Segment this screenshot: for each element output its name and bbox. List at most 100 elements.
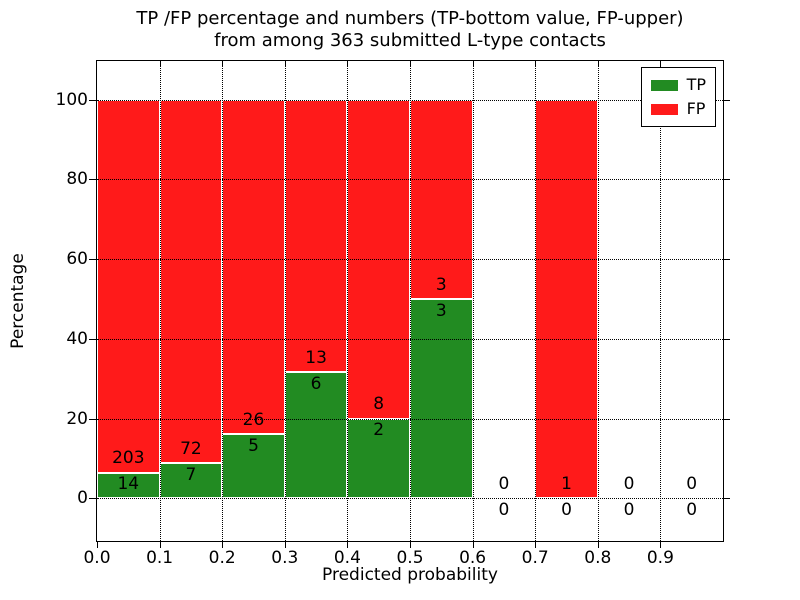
tp-count-label: 0 — [623, 499, 635, 520]
fp-count-label: 13 — [305, 347, 327, 368]
x-tick-mark — [472, 541, 474, 548]
tp-count-label: 5 — [248, 435, 259, 456]
y-tick-mark — [723, 179, 730, 181]
x-tick-mark — [597, 541, 599, 548]
y-tick-label: 20 — [66, 408, 88, 429]
tp-bar-segment — [159, 463, 223, 499]
y-tick-mark — [89, 259, 96, 261]
x-gridline — [284, 61, 286, 541]
fp-count-label: 0 — [623, 473, 635, 494]
fp-bar-segment — [97, 99, 160, 473]
x-gridline — [535, 61, 537, 541]
x-tick-mark — [347, 61, 349, 67]
tp-legend-label: TP — [686, 75, 706, 94]
tp-count-label: 3 — [435, 300, 447, 321]
tp-count-label: 0 — [686, 499, 698, 520]
fp-bar-segment — [535, 99, 598, 499]
x-gridline — [472, 61, 474, 541]
y-tick-mark — [723, 99, 730, 101]
tp-count-label: 0 — [498, 499, 510, 520]
x-tick-mark — [472, 61, 474, 67]
fp-legend-swatch — [650, 103, 678, 115]
plot-area: TP FP 203 14 72 7 26 5 13 6 8 2 3 3 0 0 1 0 0 0 0 0 — [89, 60, 730, 548]
x-tick-label: 0.8 — [584, 548, 612, 568]
x-tick-label: 0.6 — [459, 548, 487, 568]
y-tick-mark — [89, 99, 96, 101]
x-tick-label: 0.0 — [83, 548, 111, 568]
y-tick-label: 100 — [55, 89, 88, 110]
fp-bar-segment — [159, 99, 223, 463]
x-tick-label: 0.3 — [271, 548, 299, 568]
tp-count-label: 0 — [561, 499, 572, 520]
fp-legend-label: FP — [686, 99, 706, 118]
x-tick-mark — [284, 541, 286, 548]
y-tick-mark — [89, 498, 96, 500]
y-tick-mark — [723, 259, 730, 261]
x-tick-label: 0.4 — [333, 548, 361, 568]
y-tick-mark — [723, 498, 730, 500]
x-tick-mark — [410, 61, 411, 67]
x-gridline — [347, 61, 349, 541]
y-tick-label: 40 — [66, 328, 88, 349]
x-tick-label: 0.1 — [146, 548, 174, 568]
tp-count-label: 6 — [310, 373, 322, 394]
tp-count-label: 2 — [373, 420, 385, 441]
x-gridline — [410, 61, 411, 541]
x-tick-label: 0.5 — [396, 548, 424, 568]
legend: TP FP — [640, 67, 716, 127]
chart-title: TP /FP percentage and numbers (TP-bottom… — [97, 8, 723, 52]
x-gridline — [222, 61, 224, 541]
fp-bar-segment — [410, 99, 473, 299]
tp-bar-segment — [97, 472, 160, 499]
fp-count-label: 72 — [180, 438, 202, 459]
tp-bar-segment — [284, 372, 348, 499]
x-tick-mark — [535, 541, 537, 548]
x-tick-mark — [159, 541, 161, 548]
x-gridline — [597, 61, 599, 541]
legend-item-fp: FP — [650, 99, 706, 118]
tp-count-label: 14 — [117, 474, 140, 495]
fp-count-label: 8 — [373, 394, 385, 415]
y-tick-mark — [723, 338, 730, 340]
x-axis-label: Predicted probability — [322, 565, 498, 585]
fp-bar-segment — [347, 99, 410, 419]
x-tick-mark — [410, 541, 411, 548]
tp-bar-segment — [410, 299, 473, 499]
x-tick-mark — [222, 61, 224, 67]
legend-item-tp: TP — [650, 75, 706, 94]
x-tick-label: 0.9 — [646, 548, 674, 568]
chart-title-line1: TP /FP percentage and numbers (TP-bottom… — [136, 8, 684, 29]
x-tick-mark — [159, 61, 161, 67]
tp-count-label: 7 — [185, 464, 197, 485]
x-tick-label: 0.7 — [521, 548, 549, 568]
x-tick-mark — [535, 61, 537, 67]
fp-count-label: 3 — [435, 274, 447, 295]
x-gridline — [660, 61, 662, 541]
x-tick-label: 0.2 — [208, 548, 236, 568]
fp-count-label: 0 — [498, 473, 510, 494]
y-tick-mark — [89, 338, 96, 340]
x-tick-mark — [284, 61, 286, 67]
y-tick-label: 60 — [66, 249, 88, 270]
fp-bar-segment — [284, 99, 348, 373]
fp-bar-segment — [222, 99, 285, 435]
y-tick-mark — [89, 179, 96, 181]
y-tick-mark — [89, 418, 96, 420]
x-gridline — [159, 61, 161, 541]
chart-title-line2: from among 363 submitted L-type contacts — [214, 30, 606, 51]
x-tick-mark — [347, 541, 349, 548]
x-tick-mark — [660, 61, 662, 67]
y-tick-mark — [723, 418, 730, 420]
fp-count-label: 203 — [112, 448, 145, 469]
fp-count-label: 0 — [686, 473, 698, 494]
tp-legend-swatch — [650, 79, 678, 91]
y-tick-label: 0 — [77, 488, 88, 509]
x-tick-mark — [660, 541, 662, 548]
x-tick-mark — [597, 61, 599, 67]
x-tick-mark — [222, 541, 224, 548]
y-tick-label: 80 — [66, 169, 88, 190]
fp-count-label: 1 — [561, 473, 572, 494]
y-axis-label: Percentage — [8, 253, 28, 349]
x-tick-mark — [97, 541, 98, 548]
